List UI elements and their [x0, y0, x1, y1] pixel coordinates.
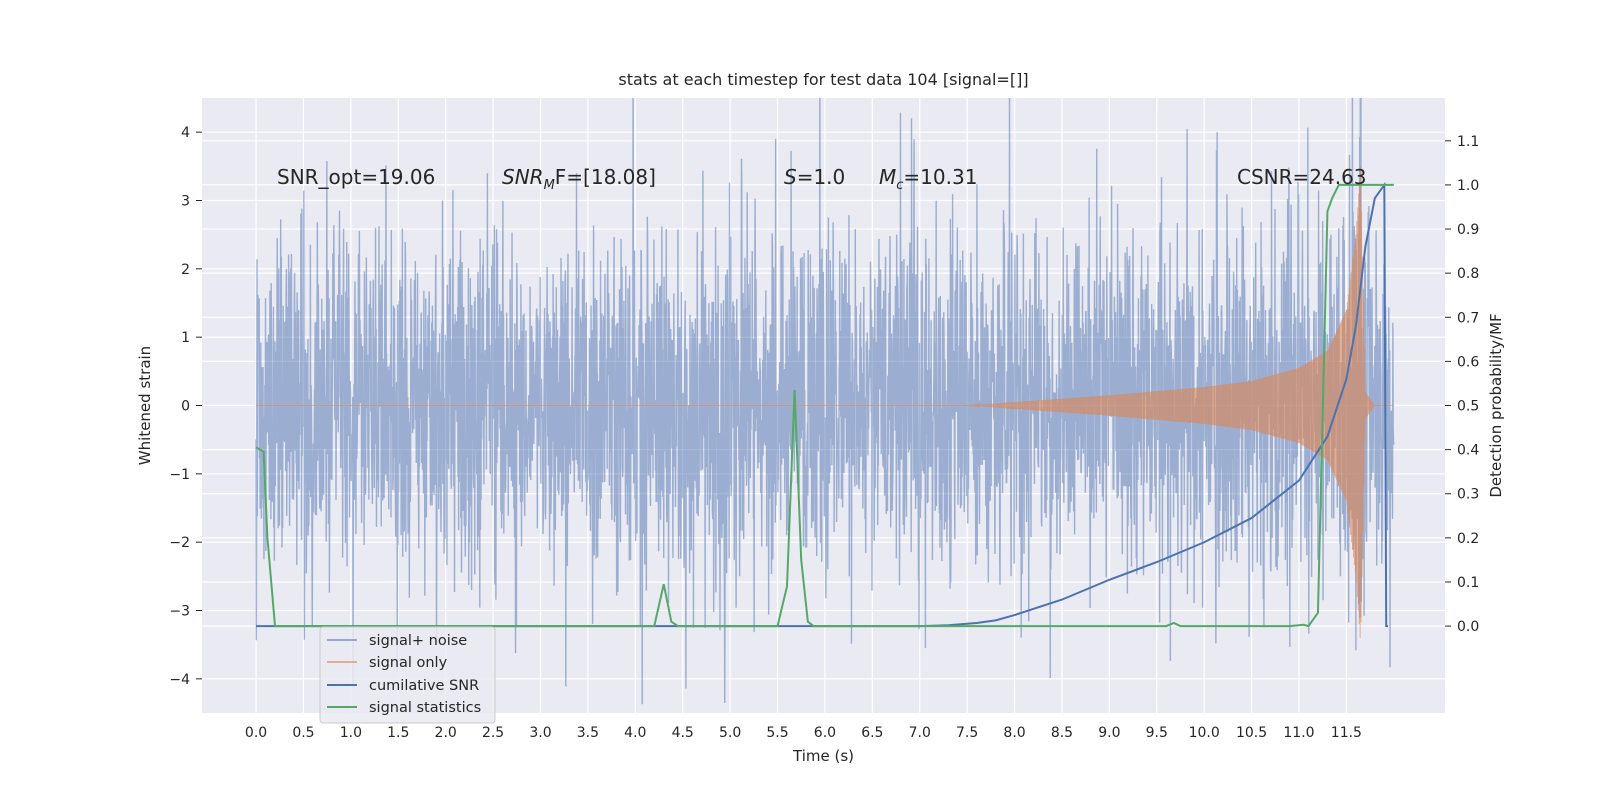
- annotation-mc: Mc=10.31: [879, 165, 977, 193]
- x-tick-label: 7.0: [909, 725, 931, 741]
- annotation-mc-value: =10.31: [903, 165, 977, 189]
- x-tick-label: 11.5: [1331, 725, 1362, 741]
- y2-tick-label: 0.5: [1457, 399, 1479, 415]
- y2-tick-label: 0.8: [1457, 266, 1479, 282]
- series-signal-noise: [255, 98, 1395, 705]
- y-tick-label: −1: [169, 467, 190, 483]
- y2-tick-label: 0.1: [1457, 575, 1479, 591]
- series-signal-statistics: [255, 183, 1394, 628]
- x-tick-label: 2.5: [482, 725, 504, 741]
- x-tick-label: 6.0: [814, 725, 836, 741]
- legend-label-cumilative-snr: cumilative SNR: [369, 678, 479, 694]
- y-axis-title: Whitened strain: [136, 346, 154, 465]
- x-tick-label: 10.5: [1236, 725, 1267, 741]
- y2-tick-label: 0.0: [1457, 619, 1479, 635]
- x-tick-label: 1.5: [387, 725, 409, 741]
- y2-tick-label: 0.3: [1457, 487, 1479, 503]
- annotation-s-value: =1.0: [797, 165, 846, 189]
- legend-entry-signal-noise: signal+ noise: [327, 633, 467, 649]
- x-tick-label: 9.5: [1146, 725, 1168, 741]
- x-tick-label: 0.0: [245, 725, 267, 741]
- legend-entry-signal-only: signal only: [327, 655, 448, 671]
- x-tick-label: 3.0: [529, 725, 551, 741]
- y-tick-label: 4: [181, 125, 190, 141]
- plot-series: [255, 98, 1395, 705]
- y-tick-label: −3: [169, 604, 190, 620]
- legend-label-signal-statistics: signal statistics: [369, 700, 481, 716]
- chart-title: stats at each timestep for test data 104…: [618, 70, 1028, 89]
- series-signal-only: [256, 166, 1394, 638]
- y2-tick-label: 0.4: [1457, 443, 1479, 459]
- x-tick-label: 10.0: [1189, 725, 1220, 741]
- legend-label-signal-only: signal only: [369, 655, 448, 671]
- legend-box: [319, 626, 496, 724]
- x-tick-label: 8.5: [1051, 725, 1073, 741]
- y-tick-label: 1: [181, 330, 190, 346]
- x-tick-label: 1.0: [340, 725, 362, 741]
- annotation-s: S=1.0: [784, 165, 845, 189]
- x-tick-label: 8.0: [1003, 725, 1025, 741]
- x-tick-label: 3.5: [577, 725, 599, 741]
- y2-tick-label: 1.0: [1457, 178, 1479, 194]
- x-tick-label: 2.0: [435, 725, 457, 741]
- annotation-snr-opt: SNR_opt=19.06: [277, 165, 435, 189]
- annotation-mc-symbol: M: [879, 165, 896, 189]
- x-tick-label: 4.0: [624, 725, 646, 741]
- x-tick-label: 7.5: [956, 725, 978, 741]
- y-tick-label: 0: [181, 399, 190, 415]
- x-tick-label: 0.5: [292, 725, 314, 741]
- legend: signal+ noise signal only cumilative SNR…: [319, 626, 496, 724]
- annotation-snr-mf: SNRMF=[18.08]: [502, 165, 656, 193]
- y2-axis-title: Detection probability/MF: [1487, 313, 1505, 497]
- x-axis-title: Time (s): [792, 747, 854, 765]
- y-tick-label: 3: [181, 194, 190, 210]
- x-tick-label: 5.0: [719, 725, 741, 741]
- y2-tick-label: 0.9: [1457, 222, 1479, 238]
- series-cumilative-snr: [256, 181, 1389, 628]
- series-layer: [255, 98, 1395, 705]
- x-tick-label: 5.5: [766, 725, 788, 741]
- annotation-snr-mf-subscript: M: [544, 178, 555, 193]
- x-tick-label: 11.0: [1283, 725, 1314, 741]
- annotations: SNR_opt=19.06 SNRMF=[18.08] S=1.0 Mc=10.…: [277, 165, 1367, 193]
- y-tick-label: 2: [181, 262, 190, 278]
- x-tick-label: 9.0: [1098, 725, 1120, 741]
- y2-tick-label: 0.7: [1457, 310, 1479, 326]
- ticks: 0.0 0.5 1.0 1.5 2.0 2.5 3.0 3.5 4.0 4.5 5.0 5.5 6.0 6…: [169, 125, 1479, 741]
- x-tick-label: 4.5: [672, 725, 694, 741]
- annotation-snr-mf-symbol: SNR: [502, 165, 544, 189]
- annotation-mc-subscript: c: [896, 178, 903, 193]
- y2-tick-label: 0.2: [1457, 531, 1479, 547]
- legend-entry-cumilative-snr: cumilative SNR: [327, 678, 479, 694]
- legend-label-signal-noise: signal+ noise: [369, 633, 467, 649]
- y2-tick-label: 0.6: [1457, 354, 1479, 370]
- y-tick-label: −4: [169, 672, 190, 688]
- annotation-csnr: CSNR=24.63: [1237, 165, 1367, 189]
- annotation-snr-mf-value: F=[18.08]: [555, 165, 656, 189]
- x-tick-label: 6.5: [861, 725, 883, 741]
- y2-tick-label: 1.1: [1457, 134, 1479, 150]
- y-tick-label: −2: [169, 535, 190, 551]
- legend-entry-signal-statistics: signal statistics: [327, 700, 481, 716]
- annotation-s-symbol: S: [784, 165, 797, 189]
